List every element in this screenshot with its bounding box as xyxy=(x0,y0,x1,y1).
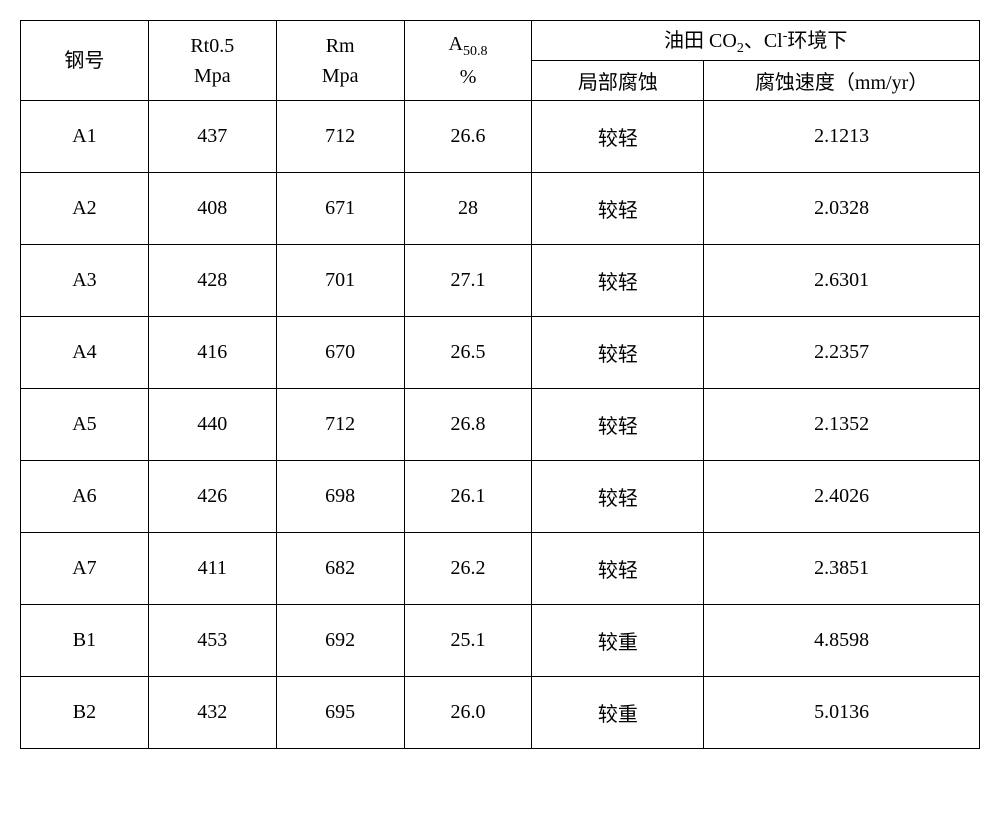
cell-rt: 453 xyxy=(148,605,276,677)
cell-id: A7 xyxy=(21,533,149,605)
cell-local: 较轻 xyxy=(532,317,704,389)
cell-id: B2 xyxy=(21,677,149,749)
header-row-1: 钢号 Rt0.5 Mpa Rm Mpa A50.8 % 油田 CO2、Cl-环境… xyxy=(21,21,980,61)
cell-rate: 2.6301 xyxy=(704,245,980,317)
cell-local: 较轻 xyxy=(532,173,704,245)
cell-rt: 440 xyxy=(148,389,276,461)
cell-local: 较轻 xyxy=(532,101,704,173)
cell-a: 26.0 xyxy=(404,677,532,749)
header-steel-id: 钢号 xyxy=(21,21,149,101)
header-rt-line2: Mpa xyxy=(194,65,231,87)
header-rt-line1: Rt0.5 xyxy=(190,35,234,57)
cell-rm: 670 xyxy=(276,317,404,389)
cell-rt: 428 xyxy=(148,245,276,317)
cell-rm: 701 xyxy=(276,245,404,317)
header-rm-line2: Mpa xyxy=(322,65,359,87)
cell-a: 26.1 xyxy=(404,461,532,533)
header-rt: Rt0.5 Mpa xyxy=(148,21,276,101)
cell-rate: 4.8598 xyxy=(704,605,980,677)
cell-rm: 671 xyxy=(276,173,404,245)
cell-a: 27.1 xyxy=(404,245,532,317)
cell-id: A3 xyxy=(21,245,149,317)
cell-id: A6 xyxy=(21,461,149,533)
cell-id: A1 xyxy=(21,101,149,173)
table-body: A1 437 712 26.6 较轻 2.1213 A2 408 671 28 … xyxy=(21,101,980,749)
header-rm: Rm Mpa xyxy=(276,21,404,101)
cell-a: 25.1 xyxy=(404,605,532,677)
header-env-suffix: 环境下 xyxy=(787,30,847,52)
table-header: 钢号 Rt0.5 Mpa Rm Mpa A50.8 % 油田 CO2、Cl-环境… xyxy=(21,21,980,101)
header-local-corrosion-label: 局部腐蚀 xyxy=(578,72,658,94)
cell-a: 28 xyxy=(404,173,532,245)
header-corrosion-rate-label: 腐蚀速度（mm/yr） xyxy=(755,72,928,94)
cell-a: 26.6 xyxy=(404,101,532,173)
header-env-prefix: 油田 CO xyxy=(664,30,737,52)
header-a-line2: % xyxy=(460,66,477,88)
cell-rt: 426 xyxy=(148,461,276,533)
cell-id: A4 xyxy=(21,317,149,389)
header-corrosion-rate: 腐蚀速度（mm/yr） xyxy=(704,61,980,101)
header-steel-id-label: 钢号 xyxy=(64,50,104,72)
cell-rm: 698 xyxy=(276,461,404,533)
cell-a: 26.5 xyxy=(404,317,532,389)
cell-rm: 695 xyxy=(276,677,404,749)
table-row: A2 408 671 28 较轻 2.0328 xyxy=(21,173,980,245)
cell-id: A5 xyxy=(21,389,149,461)
table-row: B1 453 692 25.1 较重 4.8598 xyxy=(21,605,980,677)
cell-rt: 411 xyxy=(148,533,276,605)
cell-local: 较轻 xyxy=(532,389,704,461)
cell-rt: 416 xyxy=(148,317,276,389)
cell-rate: 5.0136 xyxy=(704,677,980,749)
cell-a: 26.2 xyxy=(404,533,532,605)
header-local-corrosion: 局部腐蚀 xyxy=(532,61,704,101)
table-row: B2 432 695 26.0 较重 5.0136 xyxy=(21,677,980,749)
header-environment-merged: 油田 CO2、Cl-环境下 xyxy=(532,21,980,61)
cell-rm: 712 xyxy=(276,389,404,461)
table-row: A5 440 712 26.8 较轻 2.1352 xyxy=(21,389,980,461)
cell-local: 较轻 xyxy=(532,461,704,533)
cell-rate: 2.1213 xyxy=(704,101,980,173)
steel-properties-table: 钢号 Rt0.5 Mpa Rm Mpa A50.8 % 油田 CO2、Cl-环境… xyxy=(20,20,980,749)
cell-rate: 2.0328 xyxy=(704,173,980,245)
cell-rm: 692 xyxy=(276,605,404,677)
cell-local: 较轻 xyxy=(532,245,704,317)
cell-rm: 712 xyxy=(276,101,404,173)
header-a-subscript: 50.8 xyxy=(463,44,488,59)
header-rm-line1: Rm xyxy=(326,35,355,57)
data-table-container: 钢号 Rt0.5 Mpa Rm Mpa A50.8 % 油田 CO2、Cl-环境… xyxy=(20,20,980,749)
header-a-line1-prefix: A xyxy=(449,33,463,55)
table-row: A3 428 701 27.1 较轻 2.6301 xyxy=(21,245,980,317)
cell-local: 较重 xyxy=(532,605,704,677)
cell-rate: 2.4026 xyxy=(704,461,980,533)
cell-rt: 432 xyxy=(148,677,276,749)
cell-rt: 408 xyxy=(148,173,276,245)
cell-a: 26.8 xyxy=(404,389,532,461)
cell-id: A2 xyxy=(21,173,149,245)
cell-id: B1 xyxy=(21,605,149,677)
cell-rm: 682 xyxy=(276,533,404,605)
header-env-sub1: 2 xyxy=(737,41,744,56)
table-row: A1 437 712 26.6 较轻 2.1213 xyxy=(21,101,980,173)
cell-rate: 2.1352 xyxy=(704,389,980,461)
cell-local: 较轻 xyxy=(532,533,704,605)
cell-local: 较重 xyxy=(532,677,704,749)
cell-rate: 2.2357 xyxy=(704,317,980,389)
cell-rt: 437 xyxy=(148,101,276,173)
table-row: A4 416 670 26.5 较轻 2.2357 xyxy=(21,317,980,389)
header-a: A50.8 % xyxy=(404,21,532,101)
cell-rate: 2.3851 xyxy=(704,533,980,605)
header-env-mid: 、Cl xyxy=(744,30,783,52)
table-row: A6 426 698 26.1 较轻 2.4026 xyxy=(21,461,980,533)
table-row: A7 411 682 26.2 较轻 2.3851 xyxy=(21,533,980,605)
